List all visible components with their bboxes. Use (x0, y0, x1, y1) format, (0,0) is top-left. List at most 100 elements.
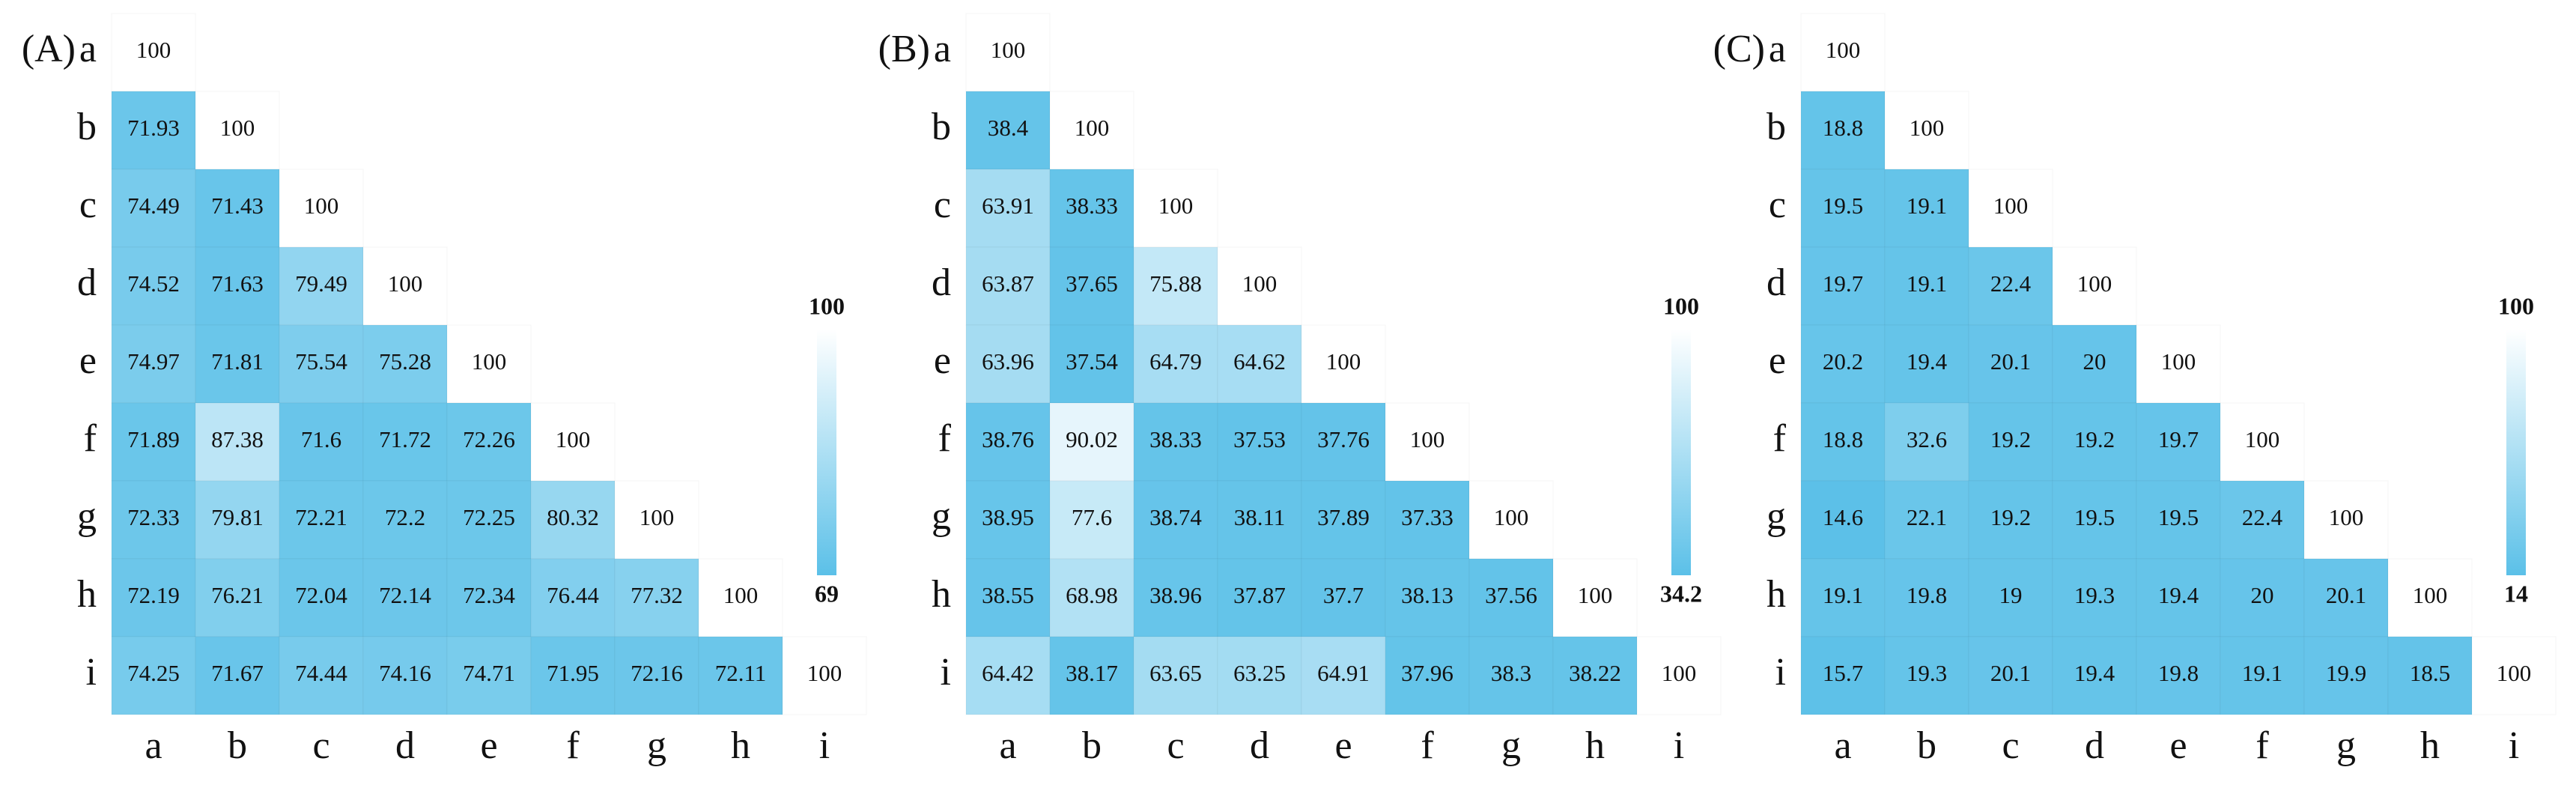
y-tick-label: c (1769, 184, 1786, 226)
cell-value: 37.33 (1401, 504, 1453, 530)
cell-value: 19.2 (1990, 504, 2031, 530)
cell-value: 63.96 (982, 348, 1034, 375)
cell-value: 100 (1075, 115, 1110, 141)
cell-value: 37.56 (1485, 582, 1537, 608)
cell-value: 19.4 (2074, 660, 2115, 686)
cell-value: 63.65 (1149, 660, 1202, 686)
heatmap-cell (1800, 13, 1886, 92)
y-tick-label: a (79, 28, 97, 70)
cell-value: 71.72 (379, 426, 431, 452)
cell-value: 72.14 (379, 582, 431, 608)
heatmap-cell (1385, 558, 1470, 637)
heatmap-cell (111, 91, 196, 170)
cell-value: 71.6 (301, 426, 341, 452)
cell-value: 71.67 (211, 660, 264, 686)
cell-value: 19.9 (2326, 660, 2366, 686)
heatmap-cell (965, 169, 1051, 248)
heatmap-cell (698, 558, 783, 637)
x-tick-label: c (2002, 724, 2019, 767)
cell-value: 71.95 (547, 660, 599, 686)
cell-value: 100 (991, 37, 1026, 63)
heatmap-cell (446, 324, 532, 404)
heatmap-cell (1552, 636, 1638, 715)
cell-value: 20.1 (1990, 348, 2031, 375)
cell-value: 72.21 (295, 504, 347, 530)
heatmap-cell (1968, 246, 2053, 326)
heatmap-cell (1217, 324, 1302, 404)
cell-value: 100 (1494, 504, 1529, 530)
cell-value: 75.28 (379, 348, 431, 375)
cell-value: 100 (472, 348, 507, 375)
heatmap-cell (195, 636, 280, 715)
cell-value: 74.44 (295, 660, 347, 686)
heatmap-cell (1385, 402, 1470, 482)
heatmap-cell (1049, 480, 1134, 560)
cell-value: 100 (2497, 660, 2532, 686)
cell-value: 63.25 (1233, 660, 1286, 686)
cell-value: 38.4 (988, 115, 1029, 141)
x-tick-label: a (999, 724, 1016, 767)
x-tick-label: f (1421, 724, 1434, 767)
y-tick-label: b (932, 106, 951, 148)
heatmap-cell (1800, 480, 1886, 560)
heatmap-cell (111, 13, 196, 92)
cell-value: 74.71 (463, 660, 515, 686)
cell-value: 20 (2251, 582, 2274, 608)
cell-value: 64.42 (982, 660, 1034, 686)
heatmap-cell (2303, 480, 2389, 560)
cell-value: 71.63 (211, 270, 264, 297)
cell-value: 100 (1410, 426, 1445, 452)
cell-value: 100 (2077, 270, 2112, 297)
heatmap-cell (965, 636, 1051, 715)
colorbar-tick-label: 100 (809, 292, 845, 319)
y-tick-label: c (934, 184, 951, 226)
cell-value: 72.16 (631, 660, 683, 686)
heatmap-cell (1385, 480, 1470, 560)
heatmap-cell (195, 402, 280, 482)
heatmap-cell (1636, 636, 1722, 715)
cell-value: 100 (640, 504, 675, 530)
x-tick-label: e (1334, 724, 1352, 767)
heatmap-cell (111, 480, 196, 560)
heatmap-cell (279, 636, 364, 715)
cell-value: 19.4 (1907, 348, 1948, 375)
heatmap-cell (1049, 402, 1134, 482)
cell-value: 38.17 (1066, 660, 1118, 686)
x-tick-label: d (395, 724, 415, 767)
cell-value: 22.4 (2242, 504, 2283, 530)
cell-value: 63.87 (982, 270, 1034, 297)
y-tick-label: d (1767, 261, 1786, 304)
heatmap-cell (111, 558, 196, 637)
heatmap-cell (2052, 558, 2137, 637)
heatmap-cell (1968, 558, 2053, 637)
cell-value: 100 (220, 115, 255, 141)
y-tick-label: i (941, 651, 951, 694)
x-tick-label: f (2255, 724, 2269, 767)
cell-value: 19.1 (1823, 582, 1863, 608)
heatmap-cell (2136, 402, 2221, 482)
x-tick-label: c (1167, 724, 1184, 767)
cell-value: 37.7 (1323, 582, 1364, 608)
heatmap-cell (279, 169, 364, 248)
heatmap-cell (2052, 246, 2137, 326)
cell-value: 19.8 (1907, 582, 1947, 608)
cell-value: 19.3 (2074, 582, 2115, 608)
colorbar-tick-label: 100 (1663, 292, 1699, 319)
heatmap-cell (965, 402, 1051, 482)
cell-value: 20.2 (1823, 348, 1863, 375)
x-tick-label: g (647, 724, 666, 767)
cell-value: 19.7 (1823, 270, 1863, 297)
x-tick-label: h (731, 724, 750, 767)
heatmap-cell (2136, 636, 2221, 715)
heatmap-cell (1217, 636, 1302, 715)
heatmap-cell (111, 402, 196, 482)
cell-value: 37.89 (1317, 504, 1370, 530)
cell-value: 100 (2161, 348, 2196, 375)
cell-value: 38.95 (982, 504, 1034, 530)
y-tick-label: a (934, 28, 951, 70)
heatmap-cell (1133, 558, 1218, 637)
panel-title: (C) (1713, 28, 1765, 70)
cell-value: 18.8 (1823, 115, 1863, 141)
cell-value: 77.32 (631, 582, 683, 608)
x-tick-label: e (2169, 724, 2187, 767)
